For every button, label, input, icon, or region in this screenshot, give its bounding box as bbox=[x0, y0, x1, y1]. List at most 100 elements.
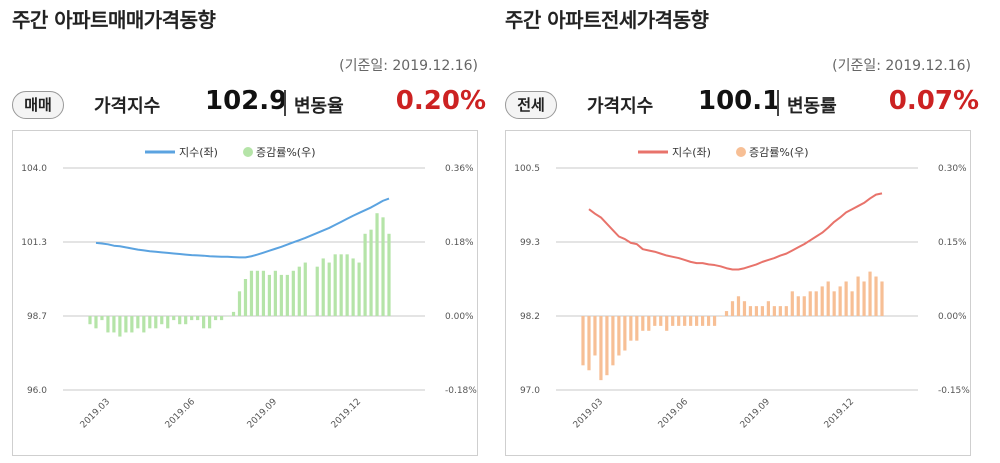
bar bbox=[184, 316, 188, 325]
bar bbox=[880, 281, 884, 316]
bar bbox=[279, 274, 283, 316]
bar bbox=[659, 316, 663, 326]
y-right-tick-label: 0.36% bbox=[445, 164, 474, 174]
index-value: 100.1 bbox=[698, 86, 781, 116]
bar bbox=[321, 258, 325, 316]
reference-date: (기준일: 2019.12.16) bbox=[832, 58, 971, 74]
bar bbox=[148, 316, 152, 329]
bar bbox=[309, 316, 313, 317]
bar bbox=[599, 316, 603, 381]
bar bbox=[641, 316, 645, 331]
bar bbox=[285, 274, 289, 316]
bar bbox=[273, 270, 277, 316]
bar bbox=[219, 316, 224, 321]
bar bbox=[357, 262, 361, 316]
y-left-tick-label: 99.3 bbox=[520, 238, 540, 248]
bar bbox=[581, 316, 585, 366]
bar bbox=[303, 262, 307, 316]
bar bbox=[261, 270, 266, 316]
bar bbox=[742, 301, 747, 316]
bar bbox=[196, 316, 200, 321]
sale-price-panel: 주간 아파트매매가격동향 (기준일: 2019.12.16) 매매 가격지수 1… bbox=[12, 0, 490, 463]
x-tick-label: 2019.09 bbox=[246, 397, 280, 431]
change-value: 0.07% bbox=[888, 86, 979, 116]
y-left-tick-label: 101.3 bbox=[21, 238, 47, 248]
bar bbox=[701, 316, 705, 326]
panel-title: 주간 아파트매매가격동향 bbox=[12, 8, 216, 32]
y-right-tick-label: 0.00% bbox=[445, 312, 474, 322]
bar bbox=[190, 316, 194, 321]
bar bbox=[748, 306, 753, 316]
bar bbox=[653, 316, 657, 326]
bar bbox=[351, 258, 355, 316]
bar bbox=[844, 281, 848, 316]
panel-title: 주간 아파트전세가격동향 bbox=[505, 8, 709, 32]
bar bbox=[363, 233, 367, 316]
bar bbox=[142, 316, 146, 333]
bar bbox=[820, 286, 824, 316]
bar bbox=[671, 316, 675, 326]
bar bbox=[766, 301, 770, 316]
bar bbox=[850, 291, 854, 316]
bar bbox=[291, 270, 295, 316]
y-right-tick-label: 0.18% bbox=[445, 238, 474, 248]
bar bbox=[213, 316, 218, 321]
bar bbox=[695, 316, 699, 326]
y-left-tick-label: 97.0 bbox=[520, 386, 540, 396]
bar bbox=[166, 316, 170, 329]
index-label: 가격지수 bbox=[94, 96, 161, 117]
bar bbox=[856, 276, 860, 316]
bar bbox=[202, 316, 206, 329]
bar bbox=[611, 316, 615, 366]
bar bbox=[838, 286, 842, 316]
bar bbox=[593, 316, 597, 356]
sale-price-chart: 96.0 -0.18% 98.7 0.00% 101.3 0.18% 104.0 0.36% 2… bbox=[21, 146, 477, 431]
index-line bbox=[95, 197, 390, 259]
bar bbox=[826, 281, 830, 316]
chart-box: 96.0 -0.18% 98.7 0.00% 101.3 0.18% 104.0 0.36% 2… bbox=[12, 130, 478, 456]
bar bbox=[327, 262, 331, 316]
index-line bbox=[588, 192, 883, 271]
category-badge: 매매 bbox=[12, 91, 64, 119]
bar bbox=[778, 306, 782, 316]
legend-label: 지수(좌) bbox=[672, 146, 711, 159]
bar bbox=[868, 271, 872, 316]
legend-label: 지수(좌) bbox=[179, 146, 218, 159]
bar bbox=[772, 306, 776, 316]
bar bbox=[154, 316, 158, 329]
bar bbox=[718, 316, 723, 317]
bar bbox=[267, 274, 271, 316]
bar bbox=[178, 316, 182, 325]
chart-box: 97.0 -0.15% 98.2 0.00% 99.3 0.15% 100.5 0.30% 20… bbox=[505, 130, 971, 456]
bar bbox=[665, 316, 669, 331]
y-right-tick-label: -0.18% bbox=[445, 386, 477, 396]
bar bbox=[587, 316, 591, 371]
bar bbox=[88, 316, 92, 325]
reference-date: (기준일: 2019.12.16) bbox=[339, 58, 478, 74]
bar bbox=[249, 270, 254, 316]
bar bbox=[706, 316, 711, 326]
divider bbox=[777, 90, 779, 116]
bar bbox=[297, 266, 301, 316]
bar bbox=[106, 316, 110, 333]
bar bbox=[790, 291, 794, 316]
bar bbox=[381, 217, 385, 316]
bar bbox=[237, 291, 242, 316]
y-right-tick-label: 0.30% bbox=[938, 164, 967, 174]
bar bbox=[754, 306, 759, 316]
bar bbox=[136, 316, 140, 329]
change-label: 변동율 bbox=[294, 96, 344, 117]
bar bbox=[874, 276, 878, 316]
bar bbox=[802, 296, 806, 316]
bar bbox=[124, 316, 128, 333]
bar bbox=[255, 270, 260, 316]
y-right-tick-label: 0.15% bbox=[938, 238, 967, 248]
bar bbox=[225, 316, 230, 317]
category-badge: 전세 bbox=[505, 91, 557, 119]
y-left-tick-label: 98.2 bbox=[520, 312, 540, 322]
x-tick-label: 2019.03 bbox=[572, 397, 605, 430]
bar bbox=[814, 291, 818, 316]
x-tick-label: 2019.06 bbox=[164, 397, 198, 431]
bar bbox=[808, 291, 812, 316]
y-right-tick-label: 0.00% bbox=[938, 312, 967, 322]
